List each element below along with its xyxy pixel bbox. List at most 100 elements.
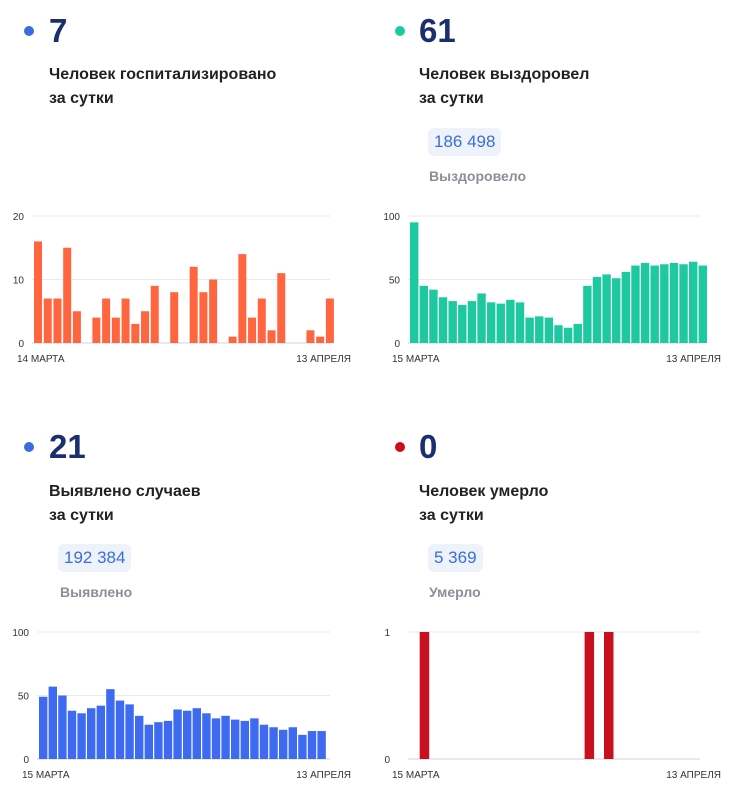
bar	[121, 298, 130, 343]
bar	[209, 279, 218, 343]
bar	[115, 700, 125, 759]
recovered-total-label: Выздоровело	[429, 168, 527, 184]
cases-caption-line1: Выявлено случаев	[49, 483, 201, 500]
bar	[106, 689, 115, 759]
bar	[144, 724, 153, 759]
bar	[63, 247, 72, 343]
y-tick-label: 20	[13, 212, 25, 223]
bar	[640, 262, 650, 343]
bar	[48, 686, 57, 759]
bar	[698, 265, 707, 343]
bar	[419, 285, 429, 343]
bar	[163, 720, 173, 759]
deaths-caption-line2: за сутки	[419, 507, 484, 524]
bar	[317, 731, 326, 759]
bar	[325, 298, 334, 343]
x-end-label: 13 АПРЕЛЯ	[666, 770, 721, 781]
bar	[269, 727, 278, 759]
bar	[92, 317, 101, 343]
y-tick-label: 50	[389, 276, 401, 287]
bar	[515, 302, 525, 343]
bar	[170, 292, 179, 343]
bar	[467, 301, 477, 343]
bar	[486, 302, 496, 343]
x-start-label: 15 МАРТА	[392, 770, 440, 781]
bar	[669, 262, 679, 343]
bar	[58, 695, 67, 759]
bar	[438, 297, 448, 343]
bar	[496, 303, 505, 343]
x-end-label: 13 АПРЕЛЯ	[296, 770, 351, 781]
hospitalized-dot	[24, 26, 34, 36]
bar	[631, 265, 640, 343]
bar	[183, 710, 192, 759]
bar	[228, 336, 237, 343]
bar	[141, 311, 150, 343]
bar	[621, 271, 631, 343]
hospitalized-chart: 0 10 20 14 МАРТА 13 АПРЕЛЯ	[13, 212, 351, 365]
bar	[535, 316, 544, 343]
bar	[506, 299, 515, 343]
bar	[189, 266, 198, 343]
bar	[240, 720, 249, 759]
hospitalized-caption-line2: за сутки	[49, 90, 114, 107]
y-tick-label: 100	[12, 628, 29, 639]
bar	[573, 323, 582, 343]
recovered-dot	[395, 26, 405, 36]
bar	[67, 710, 77, 759]
hospitalized-caption-line1: Человек госпитализировано	[49, 66, 277, 83]
deaths-value: 0	[419, 428, 438, 465]
y-tick-label: 0	[23, 755, 29, 766]
recovered-value: 61	[419, 12, 456, 49]
bar	[316, 336, 325, 343]
cases-total: 192 384	[58, 544, 132, 572]
hospitalized-caption: Человек госпитализировано за сутки	[49, 63, 276, 111]
deaths-dot	[395, 442, 405, 452]
bar	[221, 715, 230, 759]
bar	[173, 709, 182, 759]
bar	[554, 325, 563, 343]
y-tick-label: 0	[384, 755, 390, 766]
cases-total-label: Выявлено	[60, 584, 133, 600]
recovered-caption-line2: за сутки	[419, 90, 484, 107]
bar	[650, 265, 659, 343]
bar	[688, 261, 698, 343]
bar	[429, 289, 438, 343]
bar	[102, 298, 111, 343]
x-end-label: 13 АПРЕЛЯ	[666, 354, 721, 365]
deaths-chart: 0 1 15 МАРТА 13 АПРЕЛЯ	[384, 628, 721, 781]
bar	[279, 729, 288, 759]
bar	[259, 724, 269, 759]
bar	[250, 718, 259, 759]
y-tick-label: 0	[18, 339, 24, 350]
bar	[477, 293, 486, 343]
y-tick-label: 50	[18, 692, 30, 703]
y-tick-label: 100	[383, 212, 400, 223]
cases-value: 21	[49, 428, 86, 465]
panel-recovered: 61 Человек выздоровел за сутки 186 498 В…	[371, 0, 741, 399]
recovered-total: 186 498	[428, 128, 502, 156]
bar	[257, 298, 266, 343]
bar	[584, 632, 595, 759]
bar	[87, 708, 96, 759]
bar	[604, 632, 614, 759]
bar	[679, 264, 688, 343]
x-start-label: 14 МАРТА	[17, 354, 65, 365]
bar	[96, 705, 105, 759]
panel-cases: 21 Выявлено случаев за сутки 192 384 Выя…	[0, 399, 370, 798]
bar	[525, 317, 534, 343]
bar	[202, 713, 211, 759]
bar	[125, 704, 134, 759]
recovered-caption: Человек выздоровел за сутки	[419, 63, 589, 111]
bar	[612, 278, 621, 343]
bar	[192, 708, 201, 759]
deaths-total-label: Умерло	[429, 584, 481, 600]
deaths-caption: Человек умерло за сутки	[419, 480, 548, 528]
y-tick-label: 10	[13, 276, 25, 287]
bar	[154, 722, 163, 759]
bar	[248, 317, 257, 343]
bar	[410, 222, 419, 343]
x-end-label: 13 АПРЕЛЯ	[296, 354, 351, 365]
cases-caption: Выявлено случаев за сутки	[49, 480, 201, 528]
bar	[660, 264, 669, 343]
